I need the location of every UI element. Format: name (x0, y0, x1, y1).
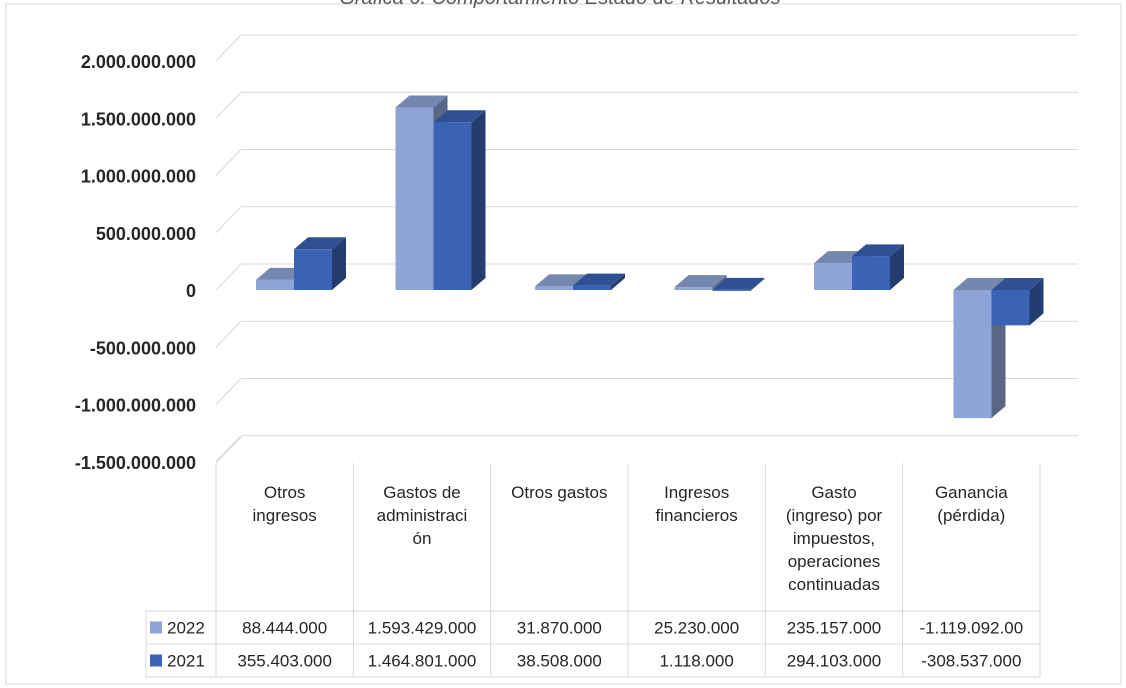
category-label: Otros ingresos (253, 483, 317, 525)
gridline-side (215, 435, 242, 463)
gridline-side (215, 149, 242, 176)
bar-front (395, 107, 434, 291)
y-tick-label: 1.000.000.000 (81, 167, 196, 187)
data-table: Otros ingresos Gastos de administraci ón Otro… (145, 463, 1041, 678)
data-label: 1.593.429.000 (368, 619, 477, 638)
category-label: Ingresos financieros (656, 483, 738, 525)
legend-label: 2021 (167, 652, 205, 671)
category-label: Gasto (ingreso) por impuestos, operaciones c… (786, 483, 883, 594)
bar-side (611, 273, 625, 290)
category-label: Gastos de administraci ón (377, 483, 468, 548)
y-axis-ticks: 2.000.000.000 1.500.000.000 1.000.000.000 5… (75, 52, 196, 473)
bar-top (535, 274, 587, 287)
y-tick-label: 2.000.000.000 (81, 52, 196, 72)
data-label: -308.537.000 (921, 652, 1021, 671)
bars (256, 95, 1044, 419)
bar-top (395, 95, 448, 108)
bar-top (573, 273, 625, 286)
bar-front (991, 290, 1030, 326)
gridline-side (215, 91, 242, 119)
data-label: 38.508.000 (517, 652, 602, 671)
bar-side (712, 275, 727, 290)
gridline-side (215, 34, 242, 62)
bar-2021-2 (573, 273, 625, 290)
gridline-side (215, 206, 242, 234)
bar-2021-0 (294, 237, 346, 290)
bar-front (814, 263, 852, 290)
bar-front (953, 290, 992, 419)
bar-front (256, 279, 294, 290)
data-label: 1.118.000 (659, 652, 733, 671)
bar-side (471, 110, 486, 290)
bar-2021-5 (991, 278, 1044, 326)
bar-front (674, 287, 713, 290)
bar-top (712, 277, 765, 290)
bar-top (852, 244, 904, 257)
bar-top (433, 110, 486, 123)
chart-walls (215, 436, 242, 464)
data-label: 355.403.000 (237, 652, 332, 671)
data-label: 235.157.000 (787, 619, 882, 638)
bar-top (991, 278, 1044, 290)
bar-side (1029, 278, 1044, 326)
bar-front (433, 122, 472, 290)
data-label: 88.444.000 (242, 619, 327, 638)
y-tick-label: 500.000.000 (96, 224, 196, 244)
y-tick-label: 0 (186, 281, 196, 301)
gridline-side (215, 263, 242, 291)
bar-front (535, 286, 573, 290)
category-label: Otros gastos (511, 483, 607, 502)
legend-label: 2022 (167, 619, 205, 638)
bar-front (852, 256, 890, 290)
gridline-side (215, 378, 242, 405)
bar-top (674, 275, 727, 288)
bar-side (750, 277, 765, 291)
data-label: -1.119.092.00 (919, 619, 1023, 638)
bar-top (953, 278, 1006, 290)
y-tick-label: -1.500.000.000 (75, 453, 196, 473)
data-label: 25.230.000 (654, 619, 739, 638)
bar-2021-3 (712, 277, 765, 291)
gridlines (215, 34, 1078, 463)
legend-key-2022 (150, 621, 162, 634)
bar-side (890, 244, 904, 290)
bar-front (712, 289, 751, 291)
chart-border (5, 3, 1122, 685)
bar-2021-1 (433, 110, 486, 290)
y-tick-label: -1.000.000.000 (75, 396, 196, 416)
bar-2022-3 (674, 275, 727, 290)
bar-front (573, 285, 611, 290)
data-label: 31.870.000 (517, 619, 602, 638)
bar-side (332, 237, 346, 290)
y-tick-label: -500.000.000 (90, 338, 196, 358)
bar-2021-4 (852, 244, 904, 290)
chart-title: Grafica 6. Comportamiento Estado de Resu… (339, 0, 780, 9)
data-label: 1.464.801.000 (368, 652, 477, 671)
category-label: Ganancia (pérdida) (935, 483, 1008, 525)
bar-top (294, 237, 346, 250)
gridline-side (215, 320, 242, 348)
y-tick-label: 1.500.000.000 (81, 109, 196, 129)
legend-key-2021 (150, 654, 162, 667)
bar-front (294, 249, 332, 290)
floor-edge (215, 436, 242, 464)
data-label: 294.103.000 (787, 652, 882, 671)
